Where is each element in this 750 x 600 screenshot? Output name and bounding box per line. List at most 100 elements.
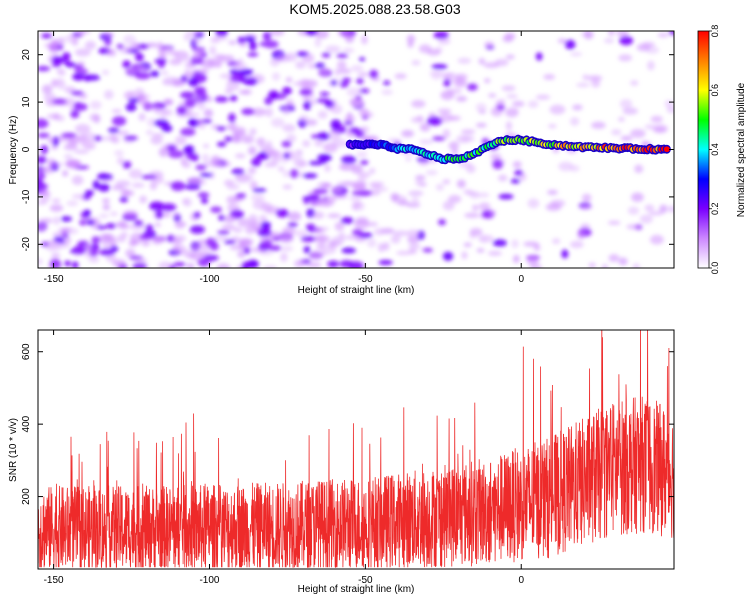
spectral-noise-blob xyxy=(43,92,57,102)
spectral-noise-blob xyxy=(216,263,231,268)
spectral-noise-blob xyxy=(547,124,557,129)
spectral-noise-blob xyxy=(220,54,235,60)
spectral-noise-blob xyxy=(98,173,113,180)
spectral-noise-blob xyxy=(174,135,187,145)
spectral-noise-blob xyxy=(442,200,455,211)
spectral-noise-blob xyxy=(505,120,513,131)
spectrogram-ytick-label: -10 xyxy=(21,189,32,204)
spectral-noise-blob xyxy=(311,211,325,220)
spectral-noise-blob xyxy=(74,48,91,57)
spectral-noise-blob xyxy=(243,77,258,86)
spectral-noise-blob xyxy=(442,251,454,261)
spectral-noise-blob xyxy=(127,91,136,97)
spectral-noise-blob xyxy=(70,90,84,96)
spectral-noise-blob xyxy=(71,175,84,186)
spectral-noise-blob xyxy=(256,137,266,147)
spectral-noise-blob xyxy=(183,57,193,63)
spectral-noise-blob xyxy=(287,222,298,227)
spectral-noise-blob xyxy=(641,41,656,48)
spectral-noise-blob xyxy=(263,148,276,156)
spectral-noise-blob xyxy=(160,203,177,212)
spectral-noise-blob xyxy=(366,238,377,248)
spectral-noise-blob xyxy=(461,129,476,135)
spectral-noise-blob xyxy=(318,67,331,77)
spectral-noise-blob xyxy=(84,74,101,81)
spectral-noise-blob xyxy=(180,127,196,137)
spectral-noise-blob xyxy=(361,34,368,45)
spectral-noise-blob xyxy=(119,196,129,203)
spectral-noise-blob xyxy=(581,193,592,203)
spectral-noise-blob xyxy=(479,235,488,244)
spectral-noise-blob xyxy=(382,242,390,251)
snr-ylabel: SNR (10 * v/v) xyxy=(8,418,19,482)
spectral-noise-blob xyxy=(587,75,603,81)
spectral-noise-blob xyxy=(278,166,285,172)
spectral-noise-blob xyxy=(353,219,369,230)
spectral-noise-blob xyxy=(52,231,68,238)
spectral-noise-blob xyxy=(356,151,368,158)
spectral-noise-blob xyxy=(247,167,257,175)
spectral-noise-blob xyxy=(111,135,120,144)
spectral-noise-blob xyxy=(172,212,180,218)
spectral-noise-blob xyxy=(73,149,90,154)
spectral-noise-blob xyxy=(346,112,353,121)
spectral-noise-blob xyxy=(302,173,318,179)
spectral-noise-blob xyxy=(184,184,201,190)
spectral-noise-blob xyxy=(530,262,542,268)
spectral-noise-blob xyxy=(657,32,669,38)
spectral-noise-blob xyxy=(111,116,127,127)
spectral-noise-blob xyxy=(271,72,281,81)
spectral-noise-blob xyxy=(109,211,118,216)
spectral-noise-blob xyxy=(650,115,663,123)
spectral-noise-blob xyxy=(199,178,207,186)
spectral-noise-blob xyxy=(215,31,228,37)
spectral-noise-blob xyxy=(78,31,91,35)
spectral-noise-blob xyxy=(238,41,248,48)
spectral-noise-blob xyxy=(225,124,234,130)
spectral-noise-blob xyxy=(346,87,362,97)
spectral-noise-blob xyxy=(162,211,171,218)
spectral-noise-blob xyxy=(170,181,186,191)
spectral-noise-blob xyxy=(249,40,257,51)
spectral-noise-blob xyxy=(198,250,212,256)
spectral-noise-blob xyxy=(435,183,445,191)
spectral-noise-blob xyxy=(627,206,640,215)
spectral-noise-blob xyxy=(184,98,196,108)
spectral-noise-blob xyxy=(576,82,590,88)
spectral-noise-blob xyxy=(201,58,216,69)
spectral-noise-blob xyxy=(543,73,556,80)
spectral-noise-blob xyxy=(41,84,53,95)
spectral-noise-blob xyxy=(484,78,491,84)
spectral-noise-blob xyxy=(61,170,69,177)
spectral-noise-blob xyxy=(231,168,245,175)
spectral-noise-blob xyxy=(295,60,306,69)
spectral-noise-blob xyxy=(342,47,355,54)
spectral-noise-blob xyxy=(466,83,478,91)
signal-track-cell xyxy=(663,146,670,153)
spectral-noise-blob xyxy=(98,183,110,192)
snr-ytick-label: 200 xyxy=(21,488,32,505)
spectral-noise-blob xyxy=(137,93,145,102)
spectral-noise-blob xyxy=(122,210,139,219)
spectral-noise-blob xyxy=(244,36,256,43)
spectral-noise-blob xyxy=(588,262,596,268)
spectral-noise-blob xyxy=(141,174,157,180)
spectral-noise-blob xyxy=(330,119,342,129)
spectral-noise-blob xyxy=(247,146,257,156)
spectral-noise-blob xyxy=(166,144,177,152)
spectral-noise-blob xyxy=(492,159,504,170)
spectral-noise-blob xyxy=(514,169,523,176)
spectral-noise-blob xyxy=(98,136,114,142)
spectral-noise-blob xyxy=(341,247,356,254)
spectral-noise-blob xyxy=(431,136,446,141)
spectral-noise-blob xyxy=(476,248,485,253)
spectral-noise-blob xyxy=(145,42,158,48)
spectral-noise-blob xyxy=(250,193,265,202)
spectral-noise-blob xyxy=(56,68,65,74)
spectral-noise-blob xyxy=(246,259,259,268)
spectral-noise-blob xyxy=(107,48,116,54)
spectral-noise-blob xyxy=(48,41,59,46)
spectral-noise-blob xyxy=(122,60,131,69)
spectral-noise-blob xyxy=(187,77,199,87)
chart-title: KOM5.2025.088.23.58.G03 xyxy=(289,1,461,17)
